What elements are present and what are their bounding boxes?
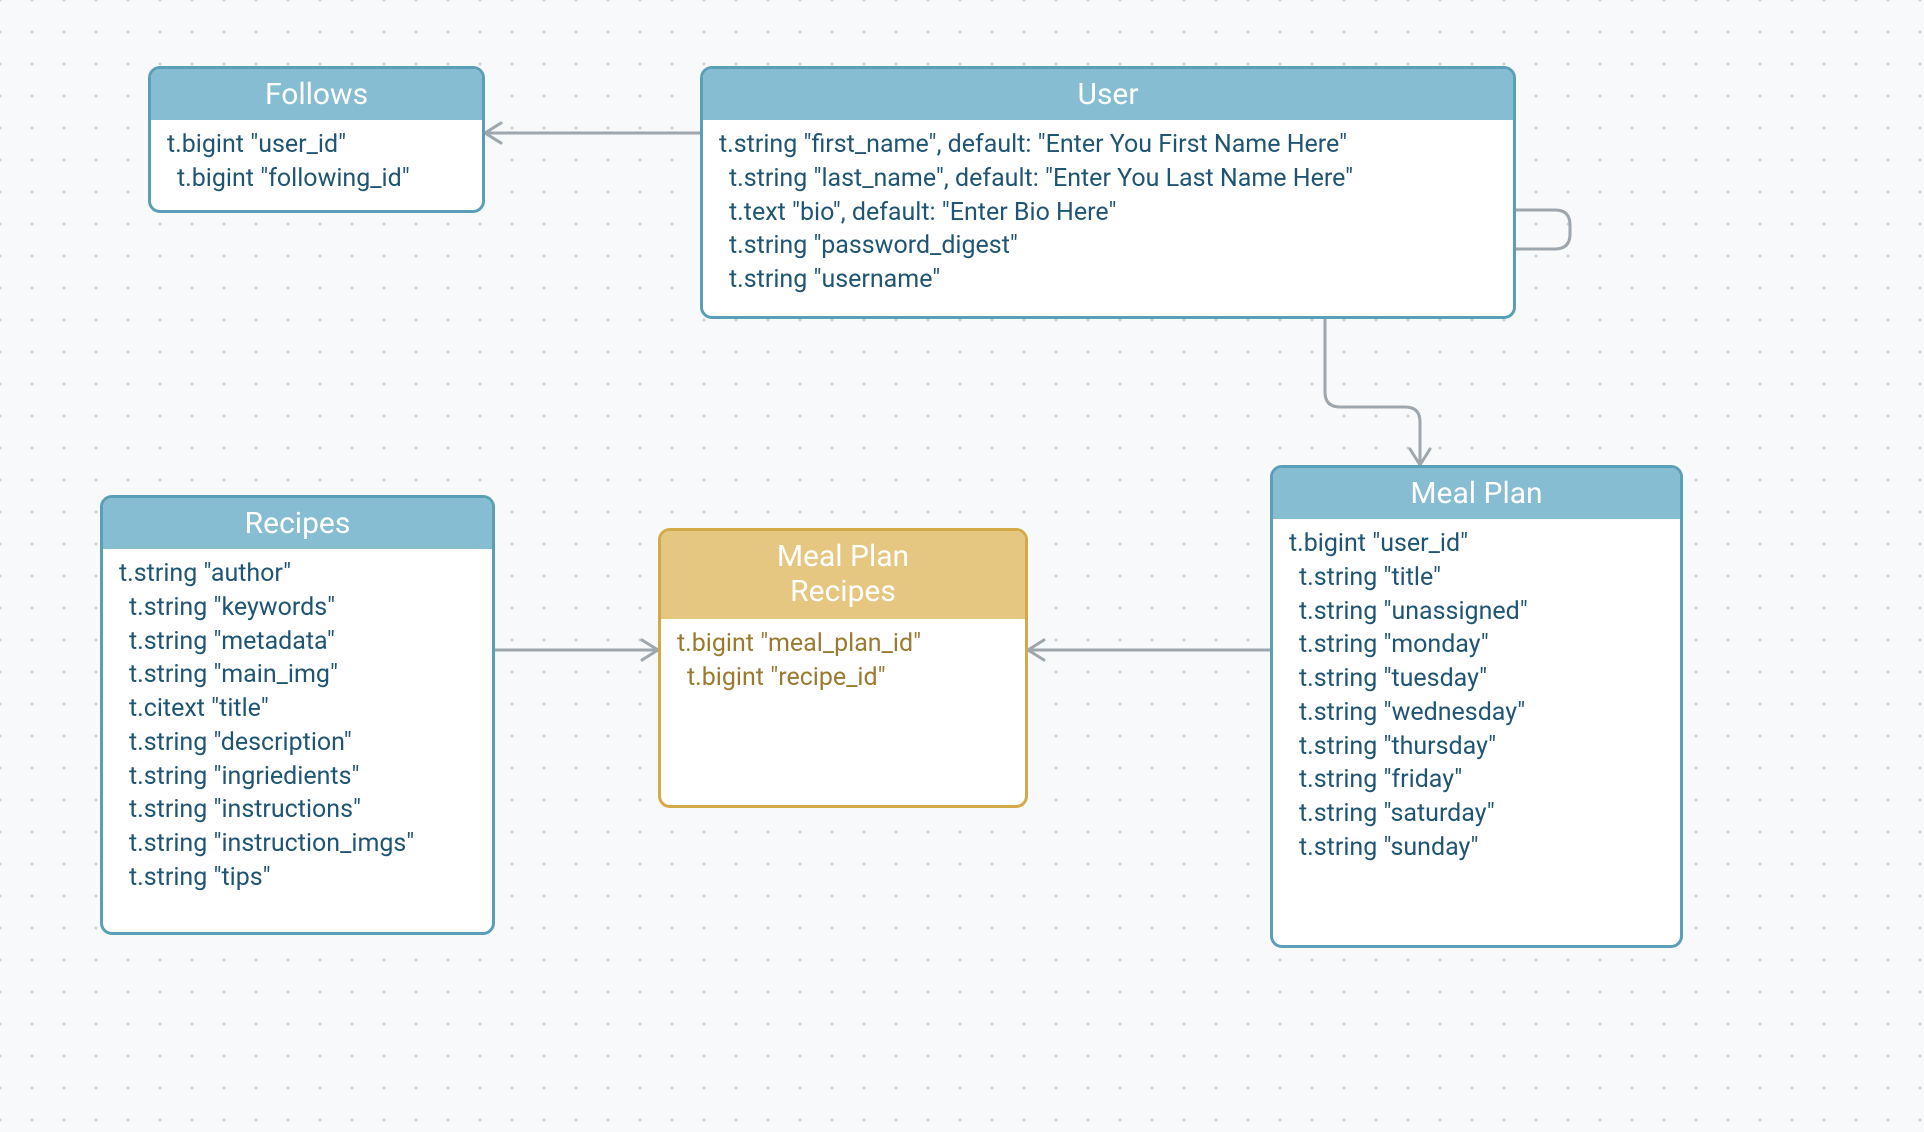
attr: t.bigint "meal_plan_id" — [677, 627, 1009, 661]
entity-meal-plan-recipes-body: t.bigint "meal_plan_id" t.bigint "recipe… — [661, 619, 1025, 709]
attr: t.citext "title" — [119, 692, 476, 726]
attr: t.string "keywords" — [119, 591, 476, 625]
attr: t.string "main_img" — [119, 658, 476, 692]
entity-meal-plan-body: t.bigint "user_id" t.string "title" t.st… — [1273, 519, 1680, 879]
entity-meal-plan[interactable]: Meal Plan t.bigint "user_id" t.string "t… — [1270, 465, 1683, 948]
entity-meal-plan-header: Meal Plan — [1273, 468, 1680, 519]
attr: t.bigint "following_id" — [167, 162, 466, 196]
entity-user-body: t.string "first_name", default: "Enter Y… — [703, 120, 1513, 311]
attr: t.string "last_name", default: "Enter Yo… — [719, 162, 1497, 196]
attr: t.string "metadata" — [119, 625, 476, 659]
attr: t.text "bio", default: "Enter Bio Here" — [719, 196, 1497, 230]
attr: t.string "tuesday" — [1289, 662, 1664, 696]
attr: t.string "author" — [119, 557, 476, 591]
attr: t.string "saturday" — [1289, 797, 1664, 831]
attr: t.string "username" — [719, 263, 1497, 297]
attr: t.string "thursday" — [1289, 730, 1664, 764]
entity-follows-header: Follows — [151, 69, 482, 120]
attr: t.bigint "user_id" — [1289, 527, 1664, 561]
entity-follows-body: t.bigint "user_id" t.bigint "following_i… — [151, 120, 482, 210]
attr: t.string "password_digest" — [719, 229, 1497, 263]
attr: t.string "monday" — [1289, 628, 1664, 662]
attr: t.string "ingriedients" — [119, 760, 476, 794]
attr: t.string "instruction_imgs" — [119, 827, 476, 861]
entity-recipes-header: Recipes — [103, 498, 492, 549]
attr: t.string "tips" — [119, 861, 476, 895]
attr: t.bigint "user_id" — [167, 128, 466, 162]
entity-meal-plan-recipes[interactable]: Meal Plan Recipes t.bigint "meal_plan_id… — [658, 528, 1028, 808]
entity-user-header: User — [703, 69, 1513, 120]
entity-meal-plan-recipes-header: Meal Plan Recipes — [661, 531, 1025, 619]
attr: t.string "instructions" — [119, 793, 476, 827]
attr: t.string "description" — [119, 726, 476, 760]
entity-recipes[interactable]: Recipes t.string "author" t.string "keyw… — [100, 495, 495, 935]
attr: t.string "unassigned" — [1289, 595, 1664, 629]
attr: t.string "sunday" — [1289, 831, 1664, 865]
attr: t.string "wednesday" — [1289, 696, 1664, 730]
entity-recipes-body: t.string "author" t.string "keywords" t.… — [103, 549, 492, 909]
attr: t.string "friday" — [1289, 763, 1664, 797]
attr: t.bigint "recipe_id" — [677, 661, 1009, 695]
entity-user[interactable]: User t.string "first_name", default: "En… — [700, 66, 1516, 319]
attr: t.string "title" — [1289, 561, 1664, 595]
entity-follows[interactable]: Follows t.bigint "user_id" t.bigint "fol… — [148, 66, 485, 213]
attr: t.string "first_name", default: "Enter Y… — [719, 128, 1497, 162]
header-line-1: Meal Plan — [777, 539, 909, 574]
header-line-2: Recipes — [790, 574, 896, 609]
